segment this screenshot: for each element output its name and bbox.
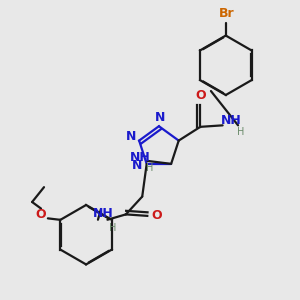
Text: N: N [155, 111, 166, 124]
Text: Br: Br [219, 7, 234, 20]
Text: O: O [36, 208, 46, 221]
Text: NH: NH [130, 151, 150, 164]
Text: H: H [109, 223, 116, 233]
Text: H: H [237, 127, 245, 137]
Text: H: H [146, 163, 153, 173]
Text: O: O [152, 209, 162, 222]
Text: NH: NH [93, 207, 113, 220]
Text: NH: NH [220, 114, 241, 128]
Text: O: O [195, 89, 206, 102]
Text: N: N [126, 130, 136, 142]
Text: N: N [132, 159, 142, 172]
